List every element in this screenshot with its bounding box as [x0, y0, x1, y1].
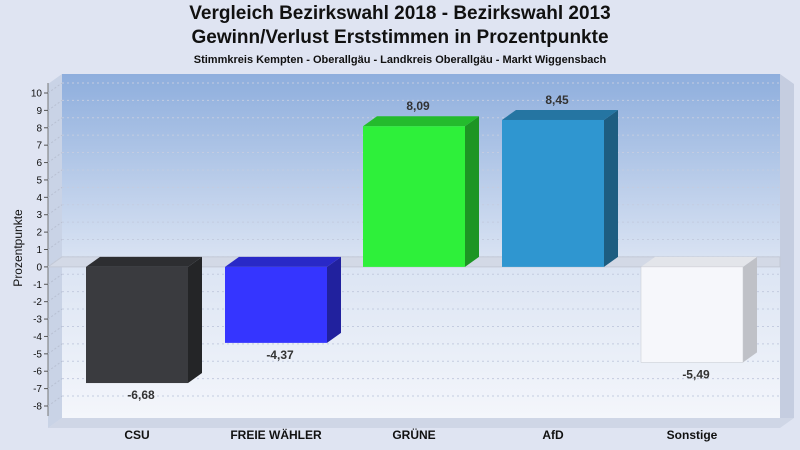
grid-line-depth [47, 308, 63, 320]
value-labels: -6,68 -4,37 8,09 8,45 -5,49 [127, 93, 710, 402]
bar-front [363, 126, 465, 267]
category-label: FREIE WÄHLER [230, 427, 322, 442]
y-tick-label: 3 [36, 210, 42, 221]
chart-title: Vergleich Bezirkswahl 2018 - Bezirkswahl… [189, 3, 611, 24]
y-tick-label: 7 [36, 141, 42, 152]
plot-floor [48, 418, 794, 428]
y-tick-label: -2 [33, 297, 42, 308]
grid-line-depth [47, 169, 63, 181]
y-tick-label: 9 [36, 106, 42, 117]
grid-line-depth [47, 204, 63, 216]
grid-line-depth [47, 395, 63, 407]
bar-top [225, 256, 341, 267]
grid-line-depth [47, 291, 63, 303]
category-label: GRÜNE [392, 427, 435, 442]
y-tick-label: 2 [36, 228, 42, 239]
bar-top [86, 256, 202, 267]
value-label: -5,49 [682, 367, 710, 381]
bar-gr-ne [363, 116, 479, 267]
grid-line-depth [47, 360, 63, 372]
bar-side [327, 256, 341, 343]
bar-side [604, 109, 618, 267]
bar-freie-w-hler [225, 256, 341, 343]
y-tick-label: -5 [33, 349, 42, 360]
category-labels: CSU FREIE WÄHLER GRÜNE AfD Sonstige [124, 427, 717, 442]
y-tick-label: -1 [33, 280, 42, 291]
bar-side [188, 256, 202, 384]
grid-line-depth [47, 82, 63, 94]
y-tick-label: -8 [33, 402, 42, 413]
grid-line-depth [47, 152, 63, 163]
y-tick-label: 4 [36, 193, 42, 204]
value-label: 8,09 [406, 99, 430, 113]
plot-right-wall [780, 74, 794, 418]
y-tick-label: 1 [36, 245, 42, 256]
bar-csu [86, 256, 202, 384]
bar-top [641, 256, 757, 267]
bar-sonstige [640, 256, 757, 363]
bar-front [640, 266, 744, 363]
y-tick-label: 6 [36, 158, 42, 169]
grid-line-depth [47, 273, 63, 285]
bar-front [86, 266, 188, 384]
chart-title-line-2: Gewinn/Verlust Erststimmen in Prozentpun… [191, 27, 609, 48]
grid-line-depth [47, 117, 63, 129]
value-label: 8,45 [545, 93, 569, 107]
bar-top [502, 109, 618, 120]
grid-line-depth [47, 99, 63, 111]
category-label: AfD [542, 428, 564, 442]
bar-front [225, 266, 327, 343]
grid-line-depth [47, 326, 63, 337]
y-tick-label: 5 [36, 175, 42, 186]
y-axis-label: Prozentpunkte [11, 209, 25, 287]
grid-line-depth [47, 134, 63, 146]
grid-line-depth [47, 378, 63, 390]
bar-side [743, 256, 757, 363]
y-tick-label: 10 [31, 89, 43, 100]
bar-side [465, 116, 479, 267]
bar-afd [502, 109, 618, 267]
chart-subtitle: Stimmkreis Kempten - Oberallgäu - Landkr… [193, 54, 607, 66]
grid-line-depth [47, 343, 63, 355]
y-tick-label: 8 [36, 123, 42, 134]
bar-front [502, 119, 604, 267]
bar-top [363, 116, 479, 127]
value-label: -4,37 [266, 348, 294, 362]
y-tick-label: -3 [33, 315, 42, 326]
y-tick-label: -6 [33, 367, 42, 378]
category-label: Sonstige [667, 428, 718, 442]
grid-line-depth [47, 239, 63, 250]
y-tick-label: 0 [36, 262, 42, 273]
grid-line-depth [47, 186, 63, 198]
grid-line-depth [47, 221, 63, 233]
plot-left-wall [48, 74, 62, 428]
y-tick-label: -7 [33, 384, 42, 395]
y-tick-label: -4 [33, 332, 42, 343]
category-label: CSU [124, 428, 149, 442]
bars [86, 109, 757, 384]
value-label: -6,68 [127, 388, 155, 402]
